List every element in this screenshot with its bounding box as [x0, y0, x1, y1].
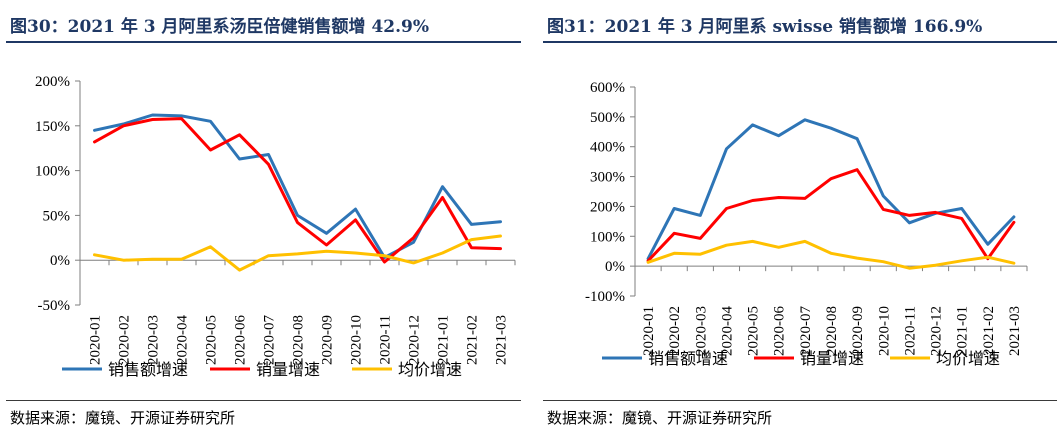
x-tick-label: 2020-03	[146, 315, 162, 365]
source-rule	[6, 400, 521, 401]
legend-label: 销量增速	[800, 349, 864, 368]
chart-title: 图30：2021 年 3 月阿里系汤臣倍健销售额增 42.9%	[10, 17, 430, 37]
y-tick-label: 100%	[35, 164, 70, 180]
source-rule	[543, 400, 1057, 401]
legend-label: 销量增速	[256, 360, 320, 379]
y-tick-label: 200%	[35, 74, 70, 90]
line-chart: 200% 150% 100% 50% 0% -50% 2020-01 2020-02 2020-…	[35, 74, 516, 379]
y-tick-label: 500%	[590, 110, 625, 126]
x-tick-label: 2021-01	[955, 306, 971, 356]
x-tick-label: 2020-01	[88, 315, 104, 365]
x-tick-label: 2020-05	[204, 315, 220, 365]
legend-label: 均价增速	[398, 360, 462, 379]
x-tick-label: 2021-03	[494, 315, 510, 365]
x-tick-label: 2020-09	[850, 306, 866, 356]
title-rule	[543, 41, 1057, 43]
x-tick-label: 2020-08	[291, 315, 307, 365]
series-line-3	[646, 239, 1016, 270]
x-tick-label: 2020-06	[233, 315, 249, 365]
y-tick-label: 200%	[590, 199, 625, 215]
legend-label: 销售额增速	[648, 349, 728, 368]
x-tick-label: 2021-02	[465, 315, 481, 365]
y-tick-label: 50%	[43, 208, 71, 224]
series-line-2	[93, 117, 502, 264]
series-line-3	[93, 234, 502, 272]
source-note: 数据来源：魔镜、开源证券研究所	[10, 409, 236, 427]
y-tick-label: -50%	[38, 298, 71, 314]
x-tick-label: 2020-07	[262, 315, 278, 365]
y-tick-label: 150%	[35, 119, 70, 135]
series-line-2	[646, 168, 1016, 263]
y-tick-label: -100%	[585, 289, 625, 305]
x-tick-label: 2020-02	[667, 306, 683, 356]
chart-panel-left: 图30：2021 年 3 月阿里系汤臣倍健销售额增 42.9% 200% 150%…	[0, 0, 525, 430]
y-tick-label: 0%	[50, 253, 70, 269]
y-tick-label: 300%	[590, 170, 625, 186]
x-tick-label: 2020-10	[349, 315, 365, 365]
x-tick-label: 2020-03	[693, 306, 709, 356]
x-tick-label: 2020-07	[798, 306, 814, 356]
chart-panel-right: 图31：2021 年 3 月阿里系 swisse 销售额增 166.9% 600…	[537, 0, 1061, 430]
x-tick-label: 2020-06	[772, 306, 788, 356]
x-tick-label: 2021-01	[436, 315, 452, 365]
legend-label: 均价增速	[936, 349, 1000, 368]
x-tick-label: 2020-05	[746, 306, 762, 356]
title-rule	[6, 41, 521, 43]
x-tick-label: 2020-09	[320, 315, 336, 365]
x-tick-label: 2020-02	[117, 315, 133, 365]
x-tick-label: 2020-01	[641, 306, 657, 356]
legend-label: 销售额增速	[108, 360, 188, 379]
x-tick-label: 2020-11	[378, 315, 394, 364]
x-tick-label: 2021-02	[981, 306, 997, 356]
line-chart: 600% 500% 400% 300% 200% 100% 0% -100% 2020-01 20…	[585, 80, 1028, 368]
x-tick-label: 2020-12	[407, 315, 423, 365]
x-tick-label: 2020-12	[929, 306, 945, 356]
y-tick-label: 600%	[590, 80, 625, 96]
x-tick-label: 2021-03	[1007, 306, 1023, 356]
x-tick-label: 2020-10	[876, 306, 892, 356]
series-line-1	[646, 118, 1016, 261]
x-tick-label: 2020-11	[902, 306, 918, 355]
series-line-1	[93, 113, 502, 259]
x-tick-label: 2020-04	[175, 315, 191, 365]
x-tick-label: 2020-08	[824, 306, 840, 356]
source-note: 数据来源：魔镜、开源证券研究所	[547, 409, 773, 427]
y-tick-label: 0%	[605, 259, 625, 275]
x-tick-label: 2020-04	[719, 306, 735, 356]
chart-title: 图31：2021 年 3 月阿里系 swisse 销售额增 166.9%	[547, 17, 983, 37]
y-tick-label: 400%	[590, 140, 625, 156]
y-tick-label: 100%	[590, 229, 625, 245]
